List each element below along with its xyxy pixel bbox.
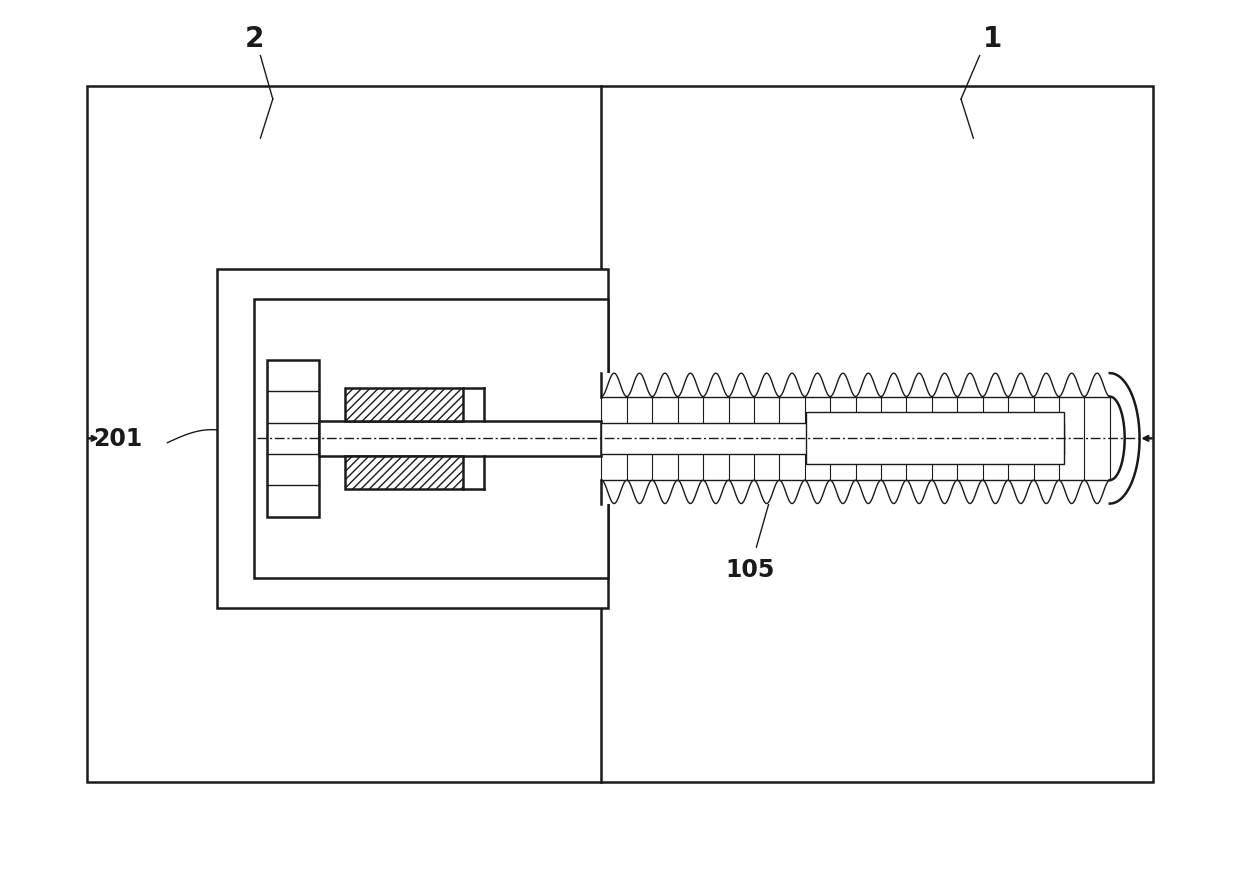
Text: 1: 1 xyxy=(982,25,1002,53)
Text: 105: 105 xyxy=(725,557,775,581)
Bar xyxy=(267,361,319,517)
Bar xyxy=(806,413,1064,465)
Text: 2: 2 xyxy=(244,25,264,53)
Text: 201: 201 xyxy=(93,427,143,451)
Bar xyxy=(345,388,463,421)
Bar xyxy=(87,87,1153,782)
Bar xyxy=(345,456,463,489)
Bar xyxy=(319,421,601,456)
Bar xyxy=(601,374,1110,504)
Bar xyxy=(601,423,1064,454)
Bar xyxy=(217,269,608,608)
Bar xyxy=(254,300,608,578)
